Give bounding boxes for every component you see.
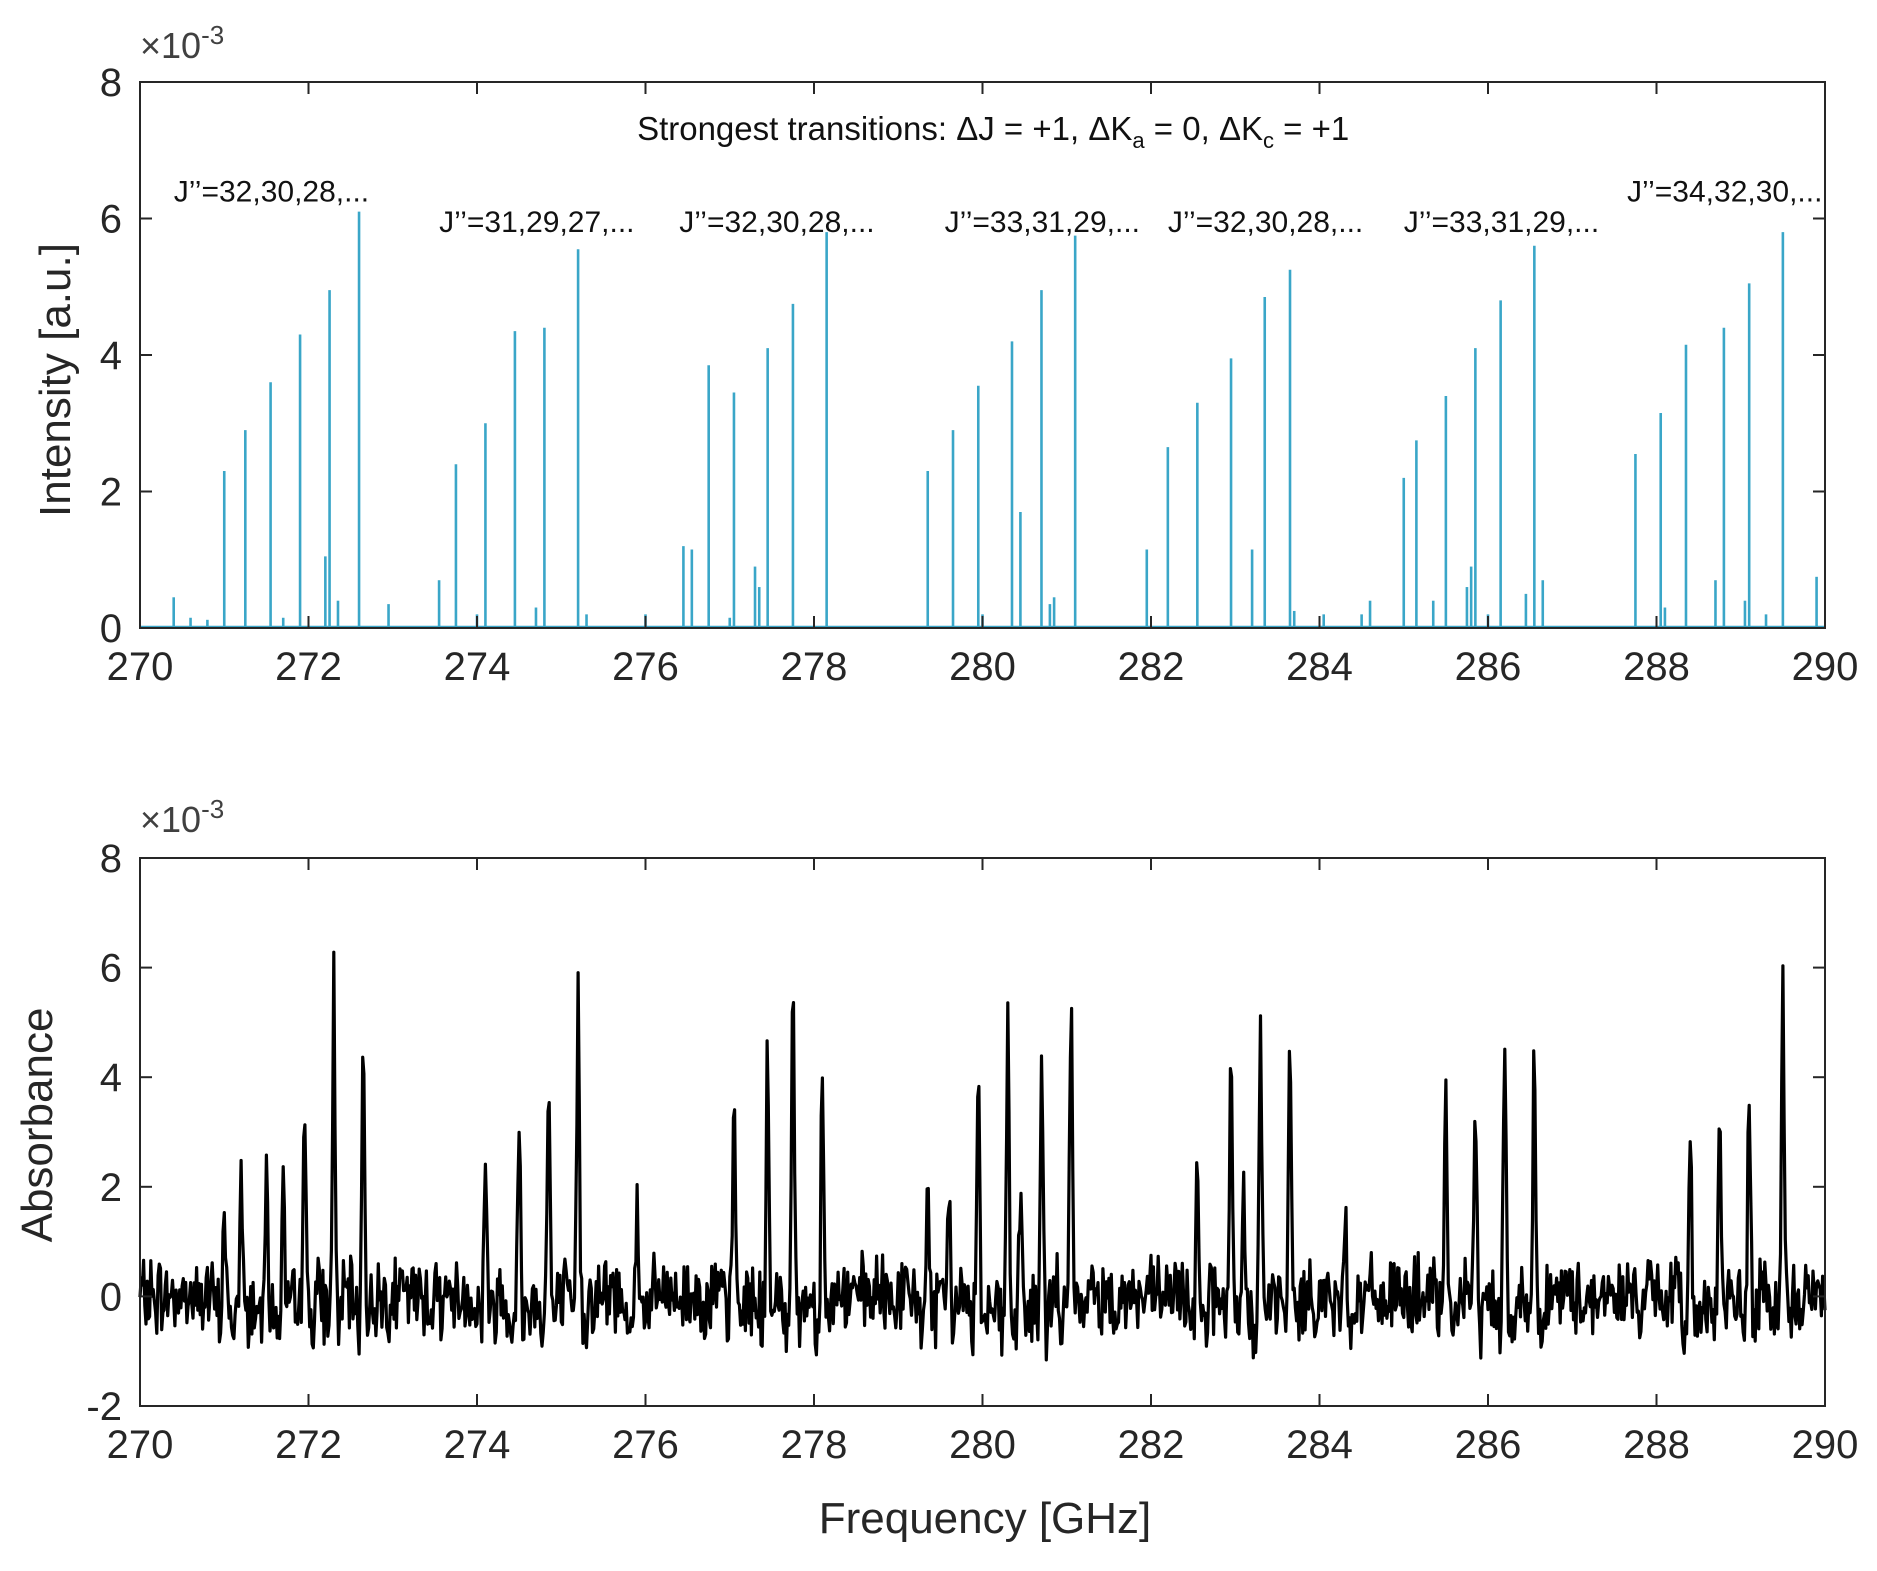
- top-x-tick-label: 284: [1286, 645, 1353, 689]
- top-plot-frame: [139, 81, 1826, 629]
- top-exponent-base: ×10: [140, 25, 201, 66]
- top-x-tick-label: 280: [949, 645, 1016, 689]
- bottom-x-tick-label: 286: [1455, 1423, 1522, 1467]
- main-annotation-sub-a: a: [1132, 128, 1145, 153]
- bottom-y-tick-label: 8: [100, 837, 122, 881]
- bottom-exponent-base: ×10: [140, 799, 201, 840]
- bottom-x-tick-label: 282: [1118, 1423, 1185, 1467]
- bottom-x-tick-label: 280: [949, 1423, 1016, 1467]
- top-exponent-power: -3: [201, 20, 224, 50]
- bottom-y-tick-label: 4: [100, 1056, 122, 1100]
- bottom-y-tick-label: -2: [86, 1385, 122, 1429]
- bottom-y-tick-label: 6: [100, 947, 122, 991]
- top-x-tick-label: 270: [107, 645, 174, 689]
- series-annotation: J’’=34,32,30,...: [1627, 175, 1822, 208]
- series-annotation: J’’=33,31,29,...: [945, 206, 1140, 239]
- bottom-y-tick-label: 2: [100, 1166, 122, 1210]
- bottom-x-tick-label: 288: [1623, 1423, 1690, 1467]
- bottom-plot-frame: [139, 857, 1826, 1407]
- bottom-x-tick-label: 274: [444, 1423, 511, 1467]
- top-y-tick-label: 8: [100, 61, 122, 105]
- bottom-exponent-label: ×10-3: [140, 794, 224, 840]
- top-y-tick-label: 2: [100, 471, 122, 515]
- top-x-tick-label: 274: [444, 645, 511, 689]
- top-y-axis-title: Intensity [a.u.]: [31, 243, 80, 517]
- bottom-y-tick-label: 0: [100, 1275, 122, 1319]
- series-annotation: J’’=32,30,28,...: [1168, 206, 1363, 239]
- top-x-tick-label: 282: [1118, 645, 1185, 689]
- bottom-x-axis-title: Frequency [GHz]: [819, 1494, 1152, 1543]
- top-exponent-label: ×10-3: [140, 20, 224, 66]
- bottom-exponent-power: -3: [201, 794, 224, 824]
- main-annotation-head: Strongest transitions: ΔJ = +1, ΔK: [637, 110, 1132, 147]
- top-y-tick-label: 0: [100, 607, 122, 651]
- series-annotation: J’’=33,31,29,...: [1404, 206, 1599, 239]
- series-annotation: J’’=31,29,27,...: [439, 206, 634, 239]
- bottom-x-tick-label: 270: [107, 1423, 174, 1467]
- top-y-tick-label: 4: [100, 334, 122, 378]
- top-x-tick-label: 278: [781, 645, 848, 689]
- bottom-absorbance-trace: [138, 950, 1827, 1362]
- series-annotation: J’’=32,30,28,...: [679, 206, 874, 239]
- series-annotation: J’’=32,30,28,...: [174, 175, 369, 208]
- top-main-annotation: Strongest transitions: ΔJ = +1, ΔKa = 0,…: [637, 110, 1349, 153]
- main-annotation-sub-c: c: [1263, 128, 1274, 153]
- bottom-x-tick-label: 284: [1286, 1423, 1353, 1467]
- top-x-tick-label: 288: [1623, 645, 1690, 689]
- top-x-tick-label: 276: [612, 645, 679, 689]
- bottom-x-tick-label: 290: [1792, 1423, 1859, 1467]
- top-axes: 270 272 274 276 278 280 282 284 286 288 290 0 2 4 6 8: [100, 61, 1859, 689]
- bottom-x-tick-label: 278: [781, 1423, 848, 1467]
- bottom-y-axis-title: Absorbance: [13, 1008, 62, 1243]
- top-x-tick-label: 272: [275, 645, 342, 689]
- top-spectral-lines: [140, 211, 1825, 629]
- top-annotations: J’’=32,30,28,... J’’=31,29,27,... J’’=32,3…: [174, 175, 1823, 239]
- top-x-tick-label: 286: [1455, 645, 1522, 689]
- top-y-tick-label: 6: [100, 198, 122, 242]
- top-x-tick-label: 290: [1792, 645, 1859, 689]
- bottom-x-tick-label: 276: [612, 1423, 679, 1467]
- main-annotation-end: = +1: [1274, 110, 1349, 147]
- absorbance-line: [138, 950, 1827, 1362]
- bottom-axes: 270 272 274 276 278 280 282 284 286 288 290 -2 0 2 4 6 8: [86, 837, 1858, 1467]
- main-annotation-mid: = 0, ΔK: [1145, 110, 1263, 147]
- bottom-x-tick-label: 272: [275, 1423, 342, 1467]
- bottom-panel: ×10-3 Absorbance Frequency [GHz] 270 272 2…: [13, 794, 1858, 1543]
- top-panel: ×10-3 Intensity [a.u.] J’’=32,30,28,...J…: [31, 20, 1858, 689]
